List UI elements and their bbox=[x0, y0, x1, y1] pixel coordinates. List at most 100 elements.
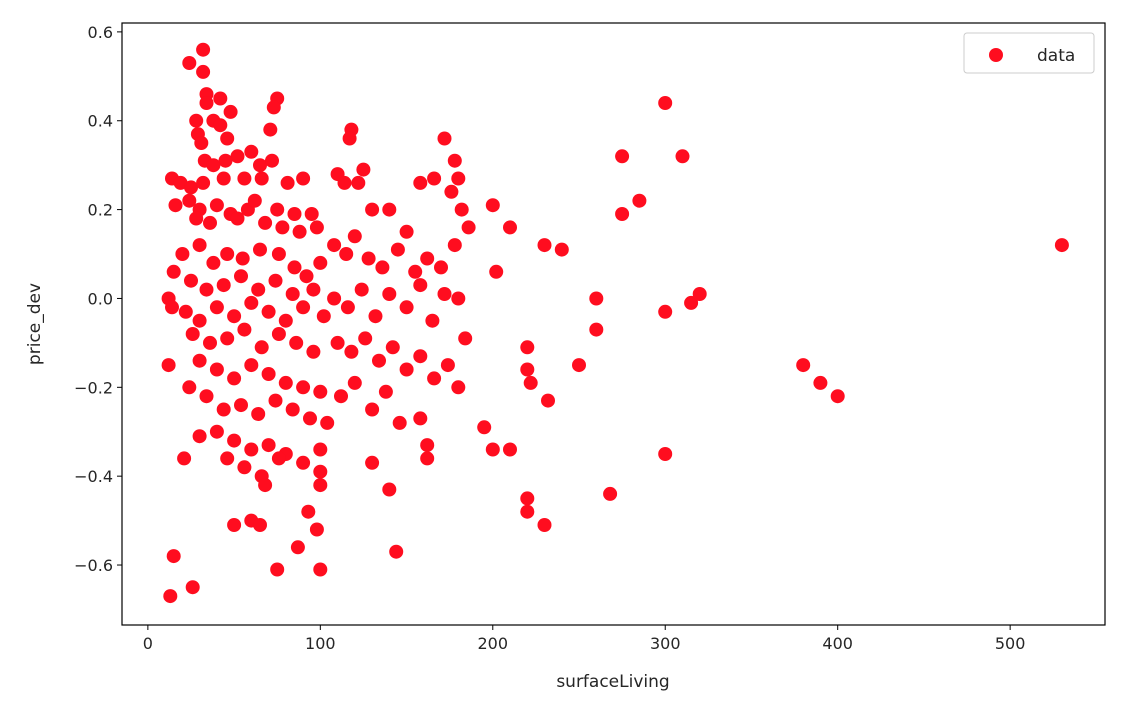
data-point bbox=[313, 464, 328, 479]
data-point bbox=[658, 96, 673, 110]
data-point bbox=[589, 291, 604, 306]
data-point bbox=[813, 375, 828, 390]
data-point bbox=[237, 460, 252, 475]
data-point bbox=[227, 309, 242, 324]
data-point bbox=[209, 362, 224, 377]
data-point bbox=[541, 393, 555, 408]
data-point bbox=[296, 171, 311, 186]
data-point bbox=[503, 220, 517, 235]
data-point bbox=[420, 451, 435, 466]
data-point bbox=[461, 220, 476, 235]
x-axis-label: surfaceLiving bbox=[556, 672, 669, 692]
data-point bbox=[220, 247, 235, 261]
data-point bbox=[365, 402, 380, 417]
data-point bbox=[368, 309, 383, 324]
data-point bbox=[251, 282, 266, 297]
data-point bbox=[251, 407, 266, 421]
data-point bbox=[244, 358, 259, 373]
data-point bbox=[354, 282, 369, 297]
data-point bbox=[399, 362, 414, 377]
data-point bbox=[382, 202, 397, 217]
data-point bbox=[258, 478, 273, 493]
data-point bbox=[258, 215, 273, 230]
data-point bbox=[344, 344, 359, 359]
data-point bbox=[230, 149, 245, 164]
data-point bbox=[178, 304, 193, 319]
data-point bbox=[425, 313, 440, 328]
data-point bbox=[209, 300, 224, 315]
data-point bbox=[206, 158, 221, 173]
data-point bbox=[216, 171, 231, 186]
data-point bbox=[230, 211, 245, 226]
data-point bbox=[382, 482, 397, 497]
data-point bbox=[309, 522, 324, 537]
data-point bbox=[451, 291, 466, 306]
data-point bbox=[244, 442, 259, 457]
data-point bbox=[378, 384, 393, 399]
data-point bbox=[301, 504, 316, 519]
data-point bbox=[399, 224, 414, 239]
data-point bbox=[437, 287, 452, 301]
data-point bbox=[196, 42, 211, 57]
x-tick-label: 100 bbox=[305, 634, 336, 653]
data-point bbox=[237, 171, 252, 186]
data-point bbox=[268, 393, 283, 408]
data-point bbox=[306, 282, 321, 297]
legend: data bbox=[963, 32, 1095, 74]
data-point bbox=[320, 415, 335, 430]
data-point bbox=[182, 193, 197, 208]
data-point bbox=[358, 331, 373, 346]
data-point bbox=[413, 349, 428, 364]
legend-label-data: data bbox=[1037, 46, 1075, 66]
data-point bbox=[296, 300, 311, 315]
data-point bbox=[192, 429, 207, 444]
data-point bbox=[203, 335, 217, 350]
data-points bbox=[161, 42, 1069, 604]
data-point bbox=[271, 247, 286, 261]
data-point bbox=[413, 278, 428, 293]
data-point bbox=[447, 153, 462, 168]
data-point bbox=[603, 486, 618, 501]
data-point bbox=[185, 327, 200, 341]
data-point bbox=[796, 358, 811, 373]
x-tick-label: 0 bbox=[143, 634, 153, 653]
data-point bbox=[389, 544, 404, 559]
data-point bbox=[168, 198, 183, 213]
data-point bbox=[554, 242, 569, 257]
data-point bbox=[216, 278, 231, 293]
data-point bbox=[444, 184, 459, 199]
y-tick-label: 0.4 bbox=[88, 112, 113, 131]
data-point bbox=[615, 149, 630, 164]
x-tick-label: 400 bbox=[822, 634, 853, 653]
data-point bbox=[485, 198, 500, 213]
data-point bbox=[313, 384, 328, 399]
data-point bbox=[537, 238, 552, 253]
data-point bbox=[184, 273, 198, 288]
plot-frame bbox=[121, 22, 1106, 626]
data-point bbox=[306, 344, 321, 359]
y-tick-label: 0.0 bbox=[88, 289, 113, 308]
data-point bbox=[218, 153, 233, 168]
data-point bbox=[615, 207, 630, 221]
data-point bbox=[427, 371, 442, 386]
y-axis-label: price_dev bbox=[25, 283, 45, 365]
data-point bbox=[165, 300, 179, 315]
data-point bbox=[489, 264, 504, 279]
data-point bbox=[413, 175, 428, 190]
data-point bbox=[261, 304, 276, 319]
data-point bbox=[261, 438, 276, 453]
data-point bbox=[503, 442, 517, 457]
data-point bbox=[161, 358, 176, 373]
data-point bbox=[196, 175, 211, 190]
data-point bbox=[572, 358, 586, 373]
data-point bbox=[351, 175, 366, 190]
data-point bbox=[313, 255, 328, 270]
data-point bbox=[270, 202, 285, 217]
data-point bbox=[477, 420, 492, 435]
data-point bbox=[278, 313, 293, 328]
data-point bbox=[309, 220, 324, 235]
data-point bbox=[234, 398, 248, 413]
y-tick-label: 0.2 bbox=[88, 201, 113, 220]
data-point bbox=[347, 229, 362, 244]
data-point bbox=[175, 247, 190, 261]
